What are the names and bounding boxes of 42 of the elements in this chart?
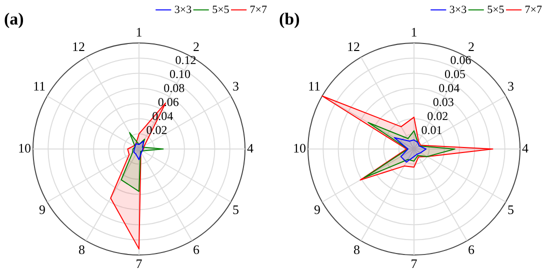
spoke-label: 2 xyxy=(468,39,474,54)
legend-label: 5×5 xyxy=(487,4,505,16)
spoke-label: 1 xyxy=(410,24,418,40)
spoke-label: 11 xyxy=(32,78,46,94)
y-tick-label: 0.06 xyxy=(158,95,179,110)
spoke-label: 8 xyxy=(78,242,85,257)
legend-label: 7×7 xyxy=(250,4,268,16)
spoke-label: 8 xyxy=(354,242,360,257)
y-tick-label: 0.02 xyxy=(427,109,448,124)
spoke-label: 11 xyxy=(308,78,320,94)
spoke-label: 9 xyxy=(38,202,46,218)
spoke-label: 9 xyxy=(314,202,320,218)
spoke-label: 1 xyxy=(136,24,142,40)
y-tick-label: 0.01 xyxy=(421,123,442,138)
spoke-label: 5 xyxy=(508,202,514,218)
legend-label: 7×7 xyxy=(524,4,542,16)
y-tick-label: 0.12 xyxy=(175,53,196,68)
y-tick-label: 0.06 xyxy=(450,53,472,68)
chart-title: (a) xyxy=(4,10,24,29)
legend-label: 3×3 xyxy=(449,4,468,16)
legend-label: 3×3 xyxy=(174,4,192,16)
spoke-label: 2 xyxy=(193,39,200,54)
spoke-label: 7 xyxy=(410,256,418,272)
spoke-label: 7 xyxy=(136,256,143,272)
spoke-label: 12 xyxy=(347,39,360,54)
y-tick-label: 0.03 xyxy=(432,95,454,110)
spoke-label: 10 xyxy=(293,140,306,156)
chart-title: (b) xyxy=(279,10,300,29)
legend-label: 5×5 xyxy=(212,4,230,16)
spoke-label: 6 xyxy=(193,242,200,257)
y-tick-label: 0.04 xyxy=(438,81,460,96)
spoke-label: 3 xyxy=(508,78,514,94)
spoke-label: 4 xyxy=(247,140,254,156)
spoke-label: 12 xyxy=(72,39,85,54)
y-tick-label: 0.10 xyxy=(169,67,190,82)
spoke-label: 4 xyxy=(522,140,529,156)
y-tick-label: 0.05 xyxy=(444,67,466,82)
spoke-label: 10 xyxy=(18,140,31,156)
spoke-label: 6 xyxy=(468,242,475,257)
y-tick-label: 0.08 xyxy=(164,81,185,96)
spoke-label: 5 xyxy=(232,202,240,218)
spoke-label: 3 xyxy=(232,78,240,94)
